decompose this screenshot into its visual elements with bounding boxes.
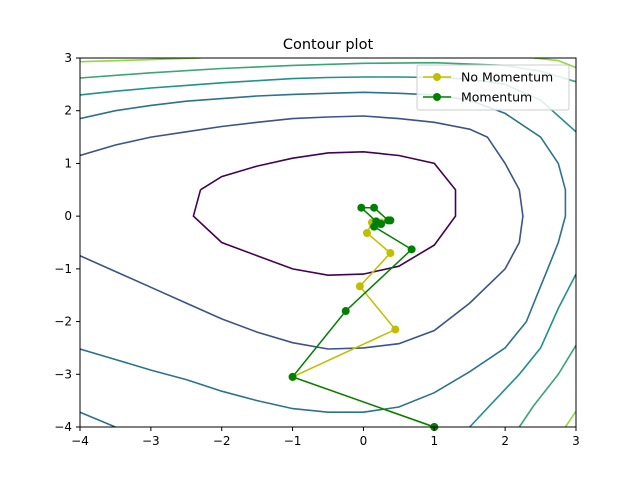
y-tick-label: 0: [64, 209, 72, 223]
series-point-momentum: [386, 216, 395, 225]
legend-marker-no-momentum: [433, 73, 441, 81]
x-tick-label: −4: [71, 434, 89, 448]
x-tick-label: 2: [501, 434, 509, 448]
series-point-momentum: [357, 203, 366, 212]
series-point-momentum: [288, 372, 297, 381]
legend-label-no-momentum: No Momentum: [461, 70, 553, 85]
series-line-momentum: [291, 206, 435, 428]
x-tick-label: 0: [360, 434, 368, 448]
contour-line-8: [518, 344, 576, 427]
series-point-no-momentum: [355, 282, 364, 291]
legend-box: [416, 64, 570, 111]
contour-lines: [80, 58, 576, 427]
series-point-momentum: [370, 203, 379, 212]
plot-frame: [79, 57, 577, 428]
contour-line-1: [192, 150, 457, 277]
y-tick-label: −2: [54, 315, 72, 329]
legend: No Momentum Momentum: [416, 64, 570, 111]
contour-line-3: [80, 91, 567, 414]
y-tick-label: −3: [54, 367, 72, 381]
y-tick-label: −4: [54, 420, 72, 434]
contour-line-9: [80, 58, 201, 63]
legend-marker-momentum: [433, 93, 441, 101]
x-tick-label: 1: [430, 434, 438, 448]
series-point-no-momentum: [391, 325, 400, 334]
y-tick-label: 1: [64, 156, 72, 170]
legend-label-momentum: Momentum: [461, 90, 532, 105]
series-line-no-momentum: [290, 221, 435, 428]
series-point-momentum: [407, 245, 416, 254]
x-tick-label: −3: [142, 434, 160, 448]
series-point-momentum: [377, 220, 386, 229]
series-point-momentum: [341, 307, 350, 316]
series-point-no-momentum: [386, 249, 395, 258]
chart-title: Contour plot: [283, 37, 374, 53]
x-tick-label: −2: [213, 434, 231, 448]
contour-line-5: [469, 273, 576, 427]
contour-line-11: [564, 410, 576, 427]
x-tick-label: −1: [284, 434, 302, 448]
contour-line-6: [80, 411, 116, 427]
y-axis: −4 −3 −2 −1 0 1 2 3: [54, 51, 80, 434]
y-tick-label: 2: [64, 104, 72, 118]
contour-line-10: [533, 58, 576, 69]
data-series: [288, 203, 439, 431]
x-axis: −4 −3 −2 −1 0 1 2 3: [71, 427, 580, 448]
y-tick-label: 3: [64, 51, 72, 65]
x-tick-label: 3: [572, 434, 580, 448]
y-tick-label: −1: [54, 262, 72, 276]
contour-line-2: [80, 115, 524, 350]
series-point-no-momentum: [362, 229, 371, 238]
